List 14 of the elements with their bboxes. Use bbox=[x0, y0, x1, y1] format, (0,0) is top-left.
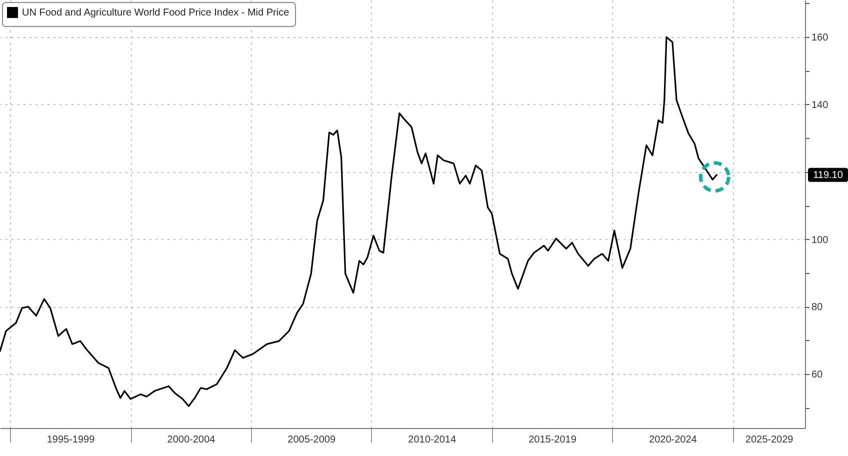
x-tick-label: 2010-2014 bbox=[408, 434, 456, 446]
y-tick-label: 80 bbox=[812, 302, 824, 314]
y-tick-label: 160 bbox=[812, 32, 829, 44]
x-tick-label: 2005-2009 bbox=[288, 434, 336, 446]
x-tick-label: 2015-2019 bbox=[528, 434, 577, 446]
x-tick-label: 2025-2029 bbox=[745, 434, 794, 446]
x-tick-label: 2020-2024 bbox=[649, 434, 698, 446]
y-tick-label: 140 bbox=[812, 100, 829, 111]
annotation: 119.10 bbox=[813, 170, 844, 181]
legend-label: UN Food and Agriculture World Food Price Index - Mid Price bbox=[22, 8, 290, 18]
y-tick-label: 100 bbox=[812, 234, 829, 246]
y-tick-label: 60 bbox=[812, 370, 824, 381]
x-tick-label: 1995-1999 bbox=[46, 434, 96, 446]
x-tick-label: 2000-2004 bbox=[167, 434, 216, 446]
